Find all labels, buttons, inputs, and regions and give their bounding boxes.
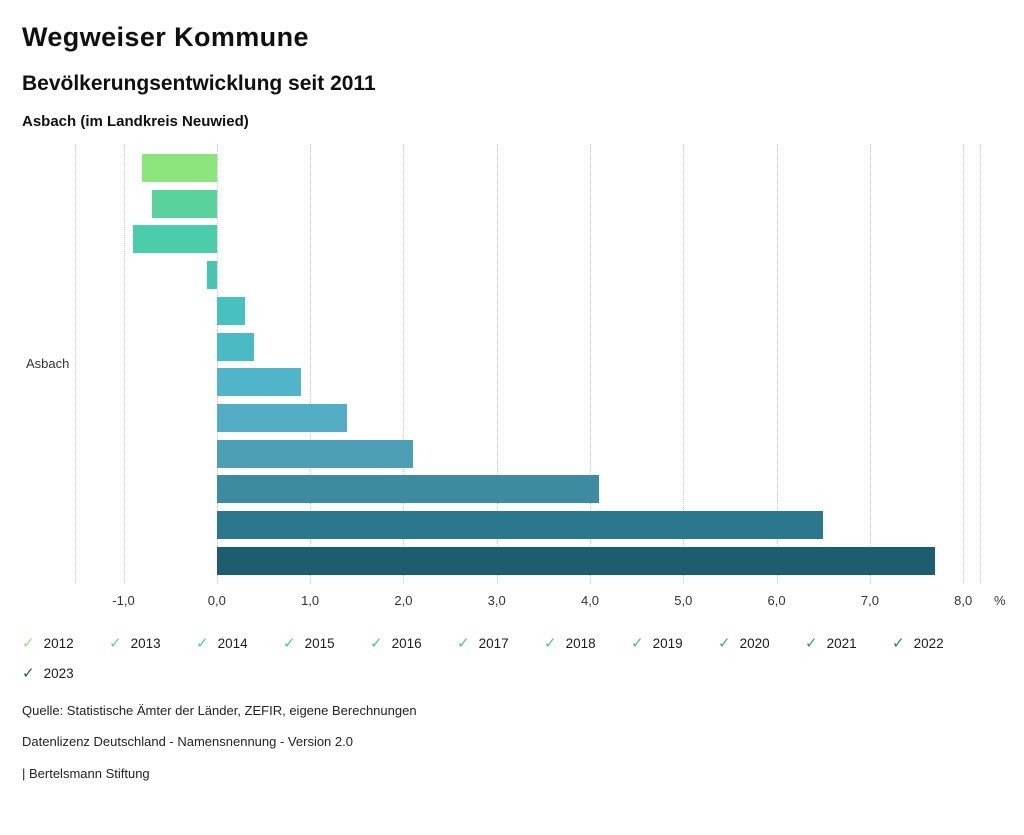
gridline xyxy=(963,144,965,584)
bar-2016[interactable] xyxy=(216,296,245,325)
page: Wegweiser Kommune Bevölkerungsentwicklun… xyxy=(22,22,1006,781)
legend-year-label: 2021 xyxy=(826,636,857,651)
legend-item-2015[interactable]: ✓ 2015 xyxy=(283,636,370,651)
x-axis: -1,0 0,0 1,0 2,0 3,0 4,0 5,0 6,0 7,0 8,0 xyxy=(75,584,980,616)
x-tick-label: 0,0 xyxy=(207,593,226,608)
legend-year-label: 2020 xyxy=(739,636,770,651)
gridline xyxy=(590,144,591,584)
gridline xyxy=(496,144,498,584)
check-icon: ✓ xyxy=(805,635,818,652)
x-tick-label: 5,0 xyxy=(674,593,693,608)
check-icon: ✓ xyxy=(544,635,557,652)
gridline xyxy=(683,144,685,584)
bar-2017[interactable] xyxy=(216,332,255,361)
bar-2014[interactable] xyxy=(132,225,217,254)
legend-year-label: 2012 xyxy=(43,636,74,651)
attribution-line: | Bertelsmann Stiftung xyxy=(22,765,150,781)
check-icon: ✓ xyxy=(22,665,35,682)
legend-year-label: 2015 xyxy=(304,636,335,651)
legend-year-label: 2014 xyxy=(217,636,248,651)
legend-item-2016[interactable]: ✓ 2016 xyxy=(370,636,457,651)
legend-item-2019[interactable]: ✓ 2019 xyxy=(631,636,718,651)
chart-title: Bevölkerungsentwicklung seit 2011 xyxy=(22,72,376,95)
x-tick-label: 2,0 xyxy=(394,593,413,608)
x-tick-label: 8,0 xyxy=(954,593,973,608)
x-tick-label: -1,0 xyxy=(112,593,135,608)
check-icon: ✓ xyxy=(22,635,35,652)
legend: ✓ 2012 ✓ 2013 ✓ 2014 ✓ 2015 ✓ 2016 ✓ 2017 ✓ 2018 ✓ 2019… xyxy=(22,636,987,696)
license-line: Datenlizenz Deutschland - Namensnennung … xyxy=(22,734,353,750)
x-tick-label: 4,0 xyxy=(580,593,600,608)
x-axis-unit-label: % xyxy=(994,593,1006,608)
source-line: Quelle: Statistische Ämter der Länder, Z… xyxy=(22,703,417,718)
legend-year-label: 2016 xyxy=(391,636,422,651)
legend-item-2017[interactable]: ✓ 2017 xyxy=(457,636,544,651)
legend-item-2021[interactable]: ✓ 2021 xyxy=(805,636,892,651)
gridline xyxy=(403,144,405,584)
legend-item-2014[interactable]: ✓ 2014 xyxy=(196,636,283,651)
gridline xyxy=(216,144,218,584)
legend-item-2018[interactable]: ✓ 2018 xyxy=(544,636,631,651)
legend-year-label: 2023 xyxy=(43,666,74,681)
legend-item-2012[interactable]: ✓ 2012 xyxy=(22,636,109,651)
legend-item-2023[interactable]: ✓ 2023 xyxy=(22,666,109,681)
gridline xyxy=(980,144,981,584)
check-icon: ✓ xyxy=(718,635,731,652)
legend-item-2020[interactable]: ✓ 2020 xyxy=(718,636,805,651)
header: Wegweiser Kommune Bevölkerungsentwicklun… xyxy=(22,22,1002,130)
check-icon: ✓ xyxy=(457,635,470,652)
legend-year-label: 2017 xyxy=(478,636,509,651)
bar-2012[interactable] xyxy=(142,154,217,182)
check-icon: ✓ xyxy=(370,635,383,652)
bar-2020[interactable] xyxy=(216,439,413,468)
bar-2022[interactable] xyxy=(216,511,824,539)
bar-chart: Asbach -1,0 0,0 1,0 2,0 3,0 4,0 5,0 6,0 7,0 8,0 % xyxy=(22,144,1006,622)
check-icon: ✓ xyxy=(109,635,122,652)
chart-location-subtitle: Asbach (im Landkreis Neuwied) xyxy=(22,113,249,130)
legend-year-label: 2022 xyxy=(913,636,944,651)
x-tick-label: 7,0 xyxy=(860,593,879,608)
bar-2021[interactable] xyxy=(216,475,600,504)
y-axis-category-label: Asbach xyxy=(26,356,70,371)
check-icon: ✓ xyxy=(631,635,644,652)
bar-2015[interactable] xyxy=(207,261,217,290)
gridline xyxy=(869,144,871,584)
bar-2019[interactable] xyxy=(216,403,348,432)
legend-year-label: 2013 xyxy=(130,636,161,651)
footer: Quelle: Statistische Ämter der Länder, Z… xyxy=(22,703,1002,781)
gridline xyxy=(75,144,76,584)
page-title: Wegweiser Kommune xyxy=(22,22,309,52)
x-tick-label: 1,0 xyxy=(301,593,320,608)
bar-2013[interactable] xyxy=(151,189,217,218)
bar-2018[interactable] xyxy=(216,368,301,397)
check-icon: ✓ xyxy=(196,635,209,652)
check-icon: ✓ xyxy=(892,635,905,652)
legend-item-2013[interactable]: ✓ 2013 xyxy=(109,636,196,651)
legend-year-label: 2018 xyxy=(565,636,596,651)
gridline xyxy=(776,144,778,584)
gridline xyxy=(310,144,312,584)
gridline xyxy=(123,144,125,584)
legend-item-2022[interactable]: ✓ 2022 xyxy=(892,636,979,651)
check-icon: ✓ xyxy=(283,635,296,652)
legend-year-label: 2019 xyxy=(652,636,683,651)
plot-area xyxy=(75,144,981,584)
x-tick-label: 3,0 xyxy=(487,593,506,608)
bar-2023[interactable] xyxy=(216,546,936,575)
x-tick-label: 6,0 xyxy=(767,593,786,608)
